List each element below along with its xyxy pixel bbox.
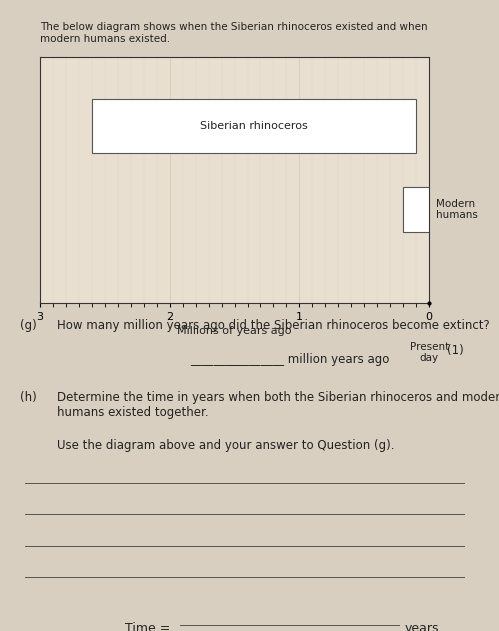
Text: Determine the time in years when both the Siberian rhinoceros and modern
humans : Determine the time in years when both th… xyxy=(57,391,499,419)
Text: Siberian rhinoceros: Siberian rhinoceros xyxy=(200,121,308,131)
Text: (h): (h) xyxy=(20,391,37,404)
X-axis label: Millions of years ago: Millions of years ago xyxy=(177,326,292,336)
Text: Modern
humans: Modern humans xyxy=(436,199,478,220)
Text: (g): (g) xyxy=(20,319,37,332)
FancyBboxPatch shape xyxy=(92,98,416,153)
Text: (1): (1) xyxy=(447,344,464,357)
Text: Present
day: Present day xyxy=(410,342,449,363)
Text: Use the diagram above and your answer to Question (g).: Use the diagram above and your answer to… xyxy=(57,439,395,452)
Text: How many million years ago did the Siberian rhinoceros become extinct?: How many million years ago did the Siber… xyxy=(57,319,490,332)
FancyBboxPatch shape xyxy=(403,187,429,232)
Text: ________________ million years ago: ________________ million years ago xyxy=(190,353,389,367)
Text: Time =: Time = xyxy=(125,622,175,631)
Text: The below diagram shows when the Siberian rhinoceros existed and when
modern hum: The below diagram shows when the Siberia… xyxy=(40,22,428,44)
Text: years: years xyxy=(404,622,439,631)
